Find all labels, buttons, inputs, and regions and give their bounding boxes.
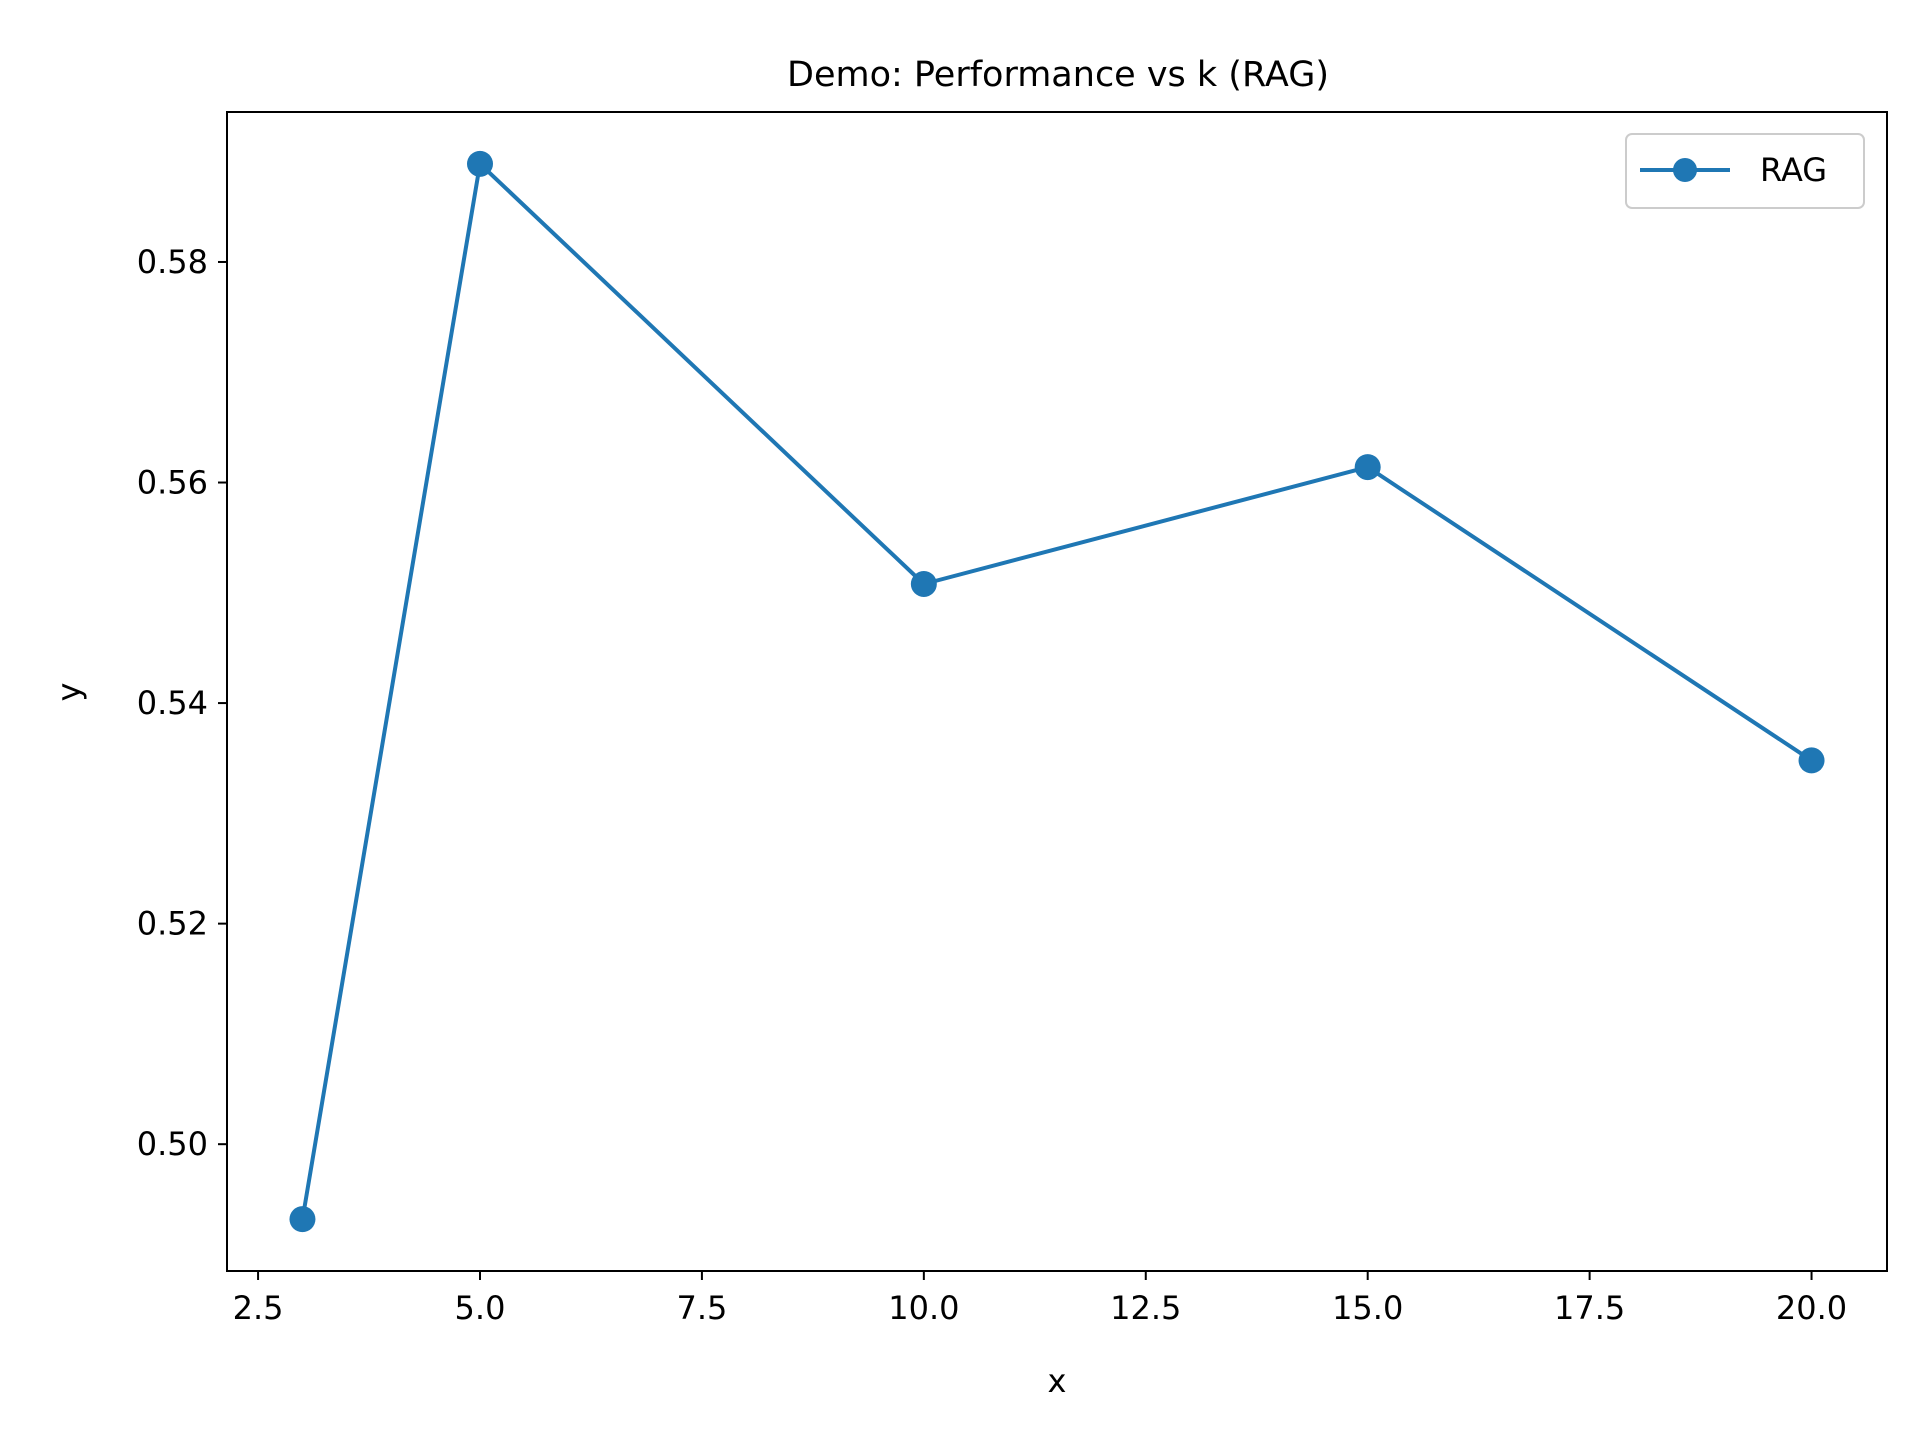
axes-frame <box>226 111 1888 1272</box>
y-tick-label: 0.58 <box>137 243 208 281</box>
data-point <box>910 570 937 597</box>
x-tick-label: 7.5 <box>676 1289 727 1327</box>
x-tick-label: 17.5 <box>1554 1289 1625 1327</box>
legend: RAG <box>1625 133 1865 209</box>
x-tick-label: 5.0 <box>455 1289 506 1327</box>
x-tick-label: 12.5 <box>1110 1289 1181 1327</box>
y-tick-label: 0.50 <box>137 1125 208 1163</box>
x-axis: 2.5 5.0 7.5 10.0 12.5 15.0 17.5 20.0 <box>233 1271 1847 1327</box>
x-tick-label: 20.0 <box>1776 1289 1847 1327</box>
x-axis-label: x <box>1048 1362 1067 1400</box>
y-tick-label: 0.52 <box>137 905 208 943</box>
y-tick-label: 0.54 <box>137 684 208 722</box>
y-tick-label: 0.56 <box>137 464 208 502</box>
data-point <box>1354 454 1381 481</box>
x-tick-label: 15.0 <box>1332 1289 1403 1327</box>
data-point <box>466 150 493 177</box>
legend-marker-swatch <box>1673 158 1697 182</box>
data-point <box>289 1206 316 1233</box>
x-tick-label: 10.0 <box>888 1289 959 1327</box>
legend-frame <box>1625 133 1865 209</box>
plot-area <box>289 150 1825 1233</box>
y-axis: 0.50 0.52 0.54 0.56 0.58 <box>137 243 227 1163</box>
data-point <box>1798 747 1825 774</box>
chart-title: Demo: Performance vs k (RAG) <box>787 55 1329 95</box>
y-axis-label: y <box>50 683 88 702</box>
legend-label: RAG <box>1760 151 1827 189</box>
x-tick-label: 2.5 <box>233 1289 284 1327</box>
